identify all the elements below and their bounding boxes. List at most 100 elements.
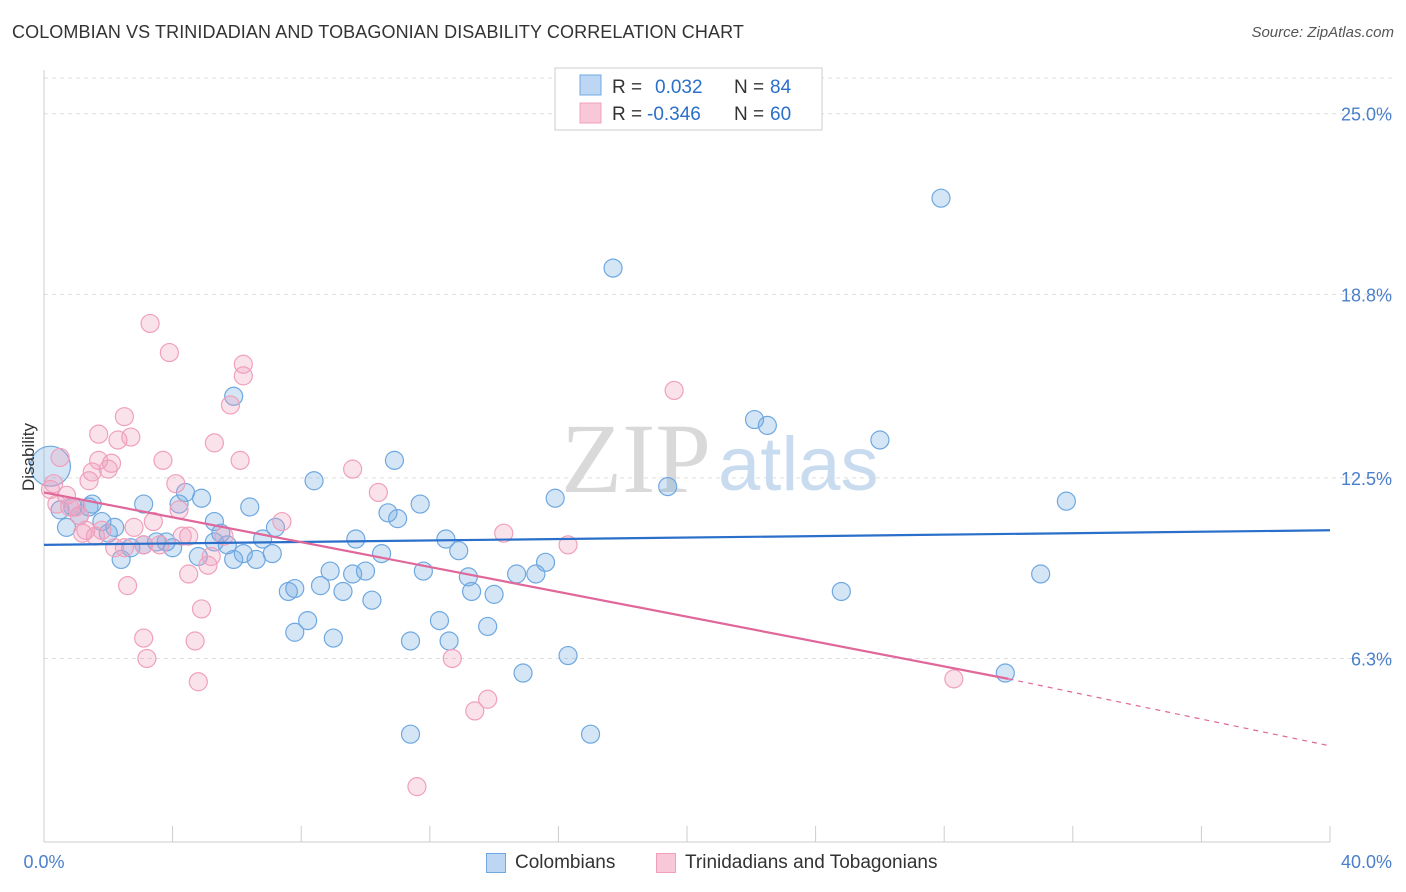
legend-n-label-0: N = <box>734 77 764 98</box>
point-trinidadians <box>179 564 199 584</box>
point-trinidadians <box>172 526 192 546</box>
point-trinidadians <box>368 482 388 503</box>
watermark-zip: ZIP <box>561 403 711 514</box>
point-colombians <box>224 549 244 570</box>
trend-lines <box>43 491 1331 747</box>
y-tick-label: 25.0% <box>1341 105 1392 125</box>
point-colombians <box>285 622 305 642</box>
point-colombians <box>323 628 343 648</box>
point-colombians <box>757 415 777 436</box>
point-trinidadians <box>191 599 212 619</box>
point-trinidadians <box>343 459 363 479</box>
point-colombians <box>658 476 678 497</box>
point-colombians <box>400 631 421 651</box>
point-trinidadians <box>230 450 250 470</box>
point-trinidadians <box>89 424 109 444</box>
point-colombians <box>298 610 318 631</box>
point-trinidadians <box>50 447 70 468</box>
point-colombians <box>831 581 851 602</box>
y-tick-label: 18.8% <box>1341 285 1392 305</box>
point-colombians <box>362 590 382 610</box>
point-trinidadians <box>944 669 964 689</box>
point-colombians <box>400 724 421 744</box>
legend-n-value-0: 84 <box>770 77 792 98</box>
tick-labels: 6.3% 12.5% 18.8% 25.0% 0.0% 40.0% <box>23 105 1392 872</box>
point-colombians <box>285 578 305 599</box>
point-colombians <box>240 497 260 517</box>
point-trinidadians <box>101 453 122 473</box>
point-trinidadians <box>153 450 173 470</box>
point-trinidadians <box>204 433 224 453</box>
point-trinidadians <box>82 462 102 482</box>
point-trinidadians <box>121 427 141 447</box>
legend-series: Colombians Trinidadians and Tobagonians <box>0 852 1406 878</box>
legend-n-value-1: 60 <box>770 104 791 125</box>
point-colombians <box>310 576 331 596</box>
point-trinidadians <box>179 526 199 546</box>
point-trinidadians <box>465 701 485 721</box>
y-tick-label: 12.5% <box>1341 469 1392 489</box>
point-colombians <box>439 631 459 651</box>
point-colombians <box>429 610 450 631</box>
point-colombians <box>320 561 340 581</box>
point-colombians <box>484 584 504 604</box>
point-colombians <box>870 430 890 450</box>
point-trinidadians <box>664 380 684 401</box>
point-colombians <box>535 552 556 572</box>
legend-r-label-1: R = <box>612 104 642 125</box>
point-colombians <box>29 445 72 487</box>
legend-swatch-pink <box>579 102 602 124</box>
point-trinidadians <box>478 689 498 709</box>
watermark-atlas: atlas <box>718 422 879 507</box>
point-colombians <box>436 529 456 549</box>
legend-swatch-colombians <box>486 853 506 873</box>
x-tick-label-min: 0.0% <box>23 852 64 872</box>
point-colombians <box>388 509 408 529</box>
trend-line-trinidadians <box>43 491 1009 680</box>
legend-stats: R = 0.032 N = 84 R = -0.346 N = 60 <box>554 67 823 131</box>
point-colombians <box>931 188 951 208</box>
point-colombians <box>262 543 282 564</box>
point-colombians <box>513 663 533 683</box>
point-colombians <box>304 471 324 491</box>
point-colombians <box>449 541 469 561</box>
point-trinidadians <box>166 474 186 494</box>
point-trinidadians <box>114 538 134 558</box>
legend-r-value-0: 0.032 <box>655 77 703 98</box>
legend-r-value-1: -0.346 <box>647 104 701 125</box>
legend-swatch-trinidadians <box>656 853 676 873</box>
point-colombians <box>134 494 154 514</box>
point-colombians <box>603 258 623 278</box>
point-colombians <box>378 503 398 523</box>
point-colombians <box>191 488 212 508</box>
legend-item-trinidadians: Trinidadians and Tobagonians <box>656 852 937 874</box>
point-trinidadians <box>220 395 241 415</box>
x-axis <box>43 70 1331 843</box>
data-points <box>29 188 1076 797</box>
point-trinidadians <box>494 523 514 543</box>
point-colombians <box>507 564 527 584</box>
point-colombians <box>545 488 565 508</box>
point-colombians <box>478 616 498 637</box>
x-tick-label-max: 40.0% <box>1341 852 1392 872</box>
legend-n-label-1: N = <box>734 104 764 125</box>
point-colombians <box>384 450 405 470</box>
legend-swatch-blue <box>579 74 602 96</box>
point-trinidadians <box>124 517 144 537</box>
point-trinidadians <box>201 546 221 567</box>
legend-item-colombians: Colombians <box>486 852 615 874</box>
point-colombians <box>346 529 366 549</box>
point-colombians <box>169 494 189 514</box>
point-trinidadians <box>442 648 462 669</box>
point-trinidadians <box>140 313 160 334</box>
trend-line-trinidadians-extension <box>1008 678 1331 747</box>
legend-label-colombians: Colombians <box>515 852 616 873</box>
watermark: ZIP atlas <box>561 403 879 514</box>
legend-r-label-0: R = <box>612 77 642 98</box>
point-trinidadians <box>117 576 138 596</box>
trend-line-colombians <box>43 529 1331 546</box>
point-colombians <box>333 581 353 602</box>
legend-label-trinidadians: Trinidadians and Tobagonians <box>685 852 938 873</box>
point-colombians <box>1056 491 1076 511</box>
